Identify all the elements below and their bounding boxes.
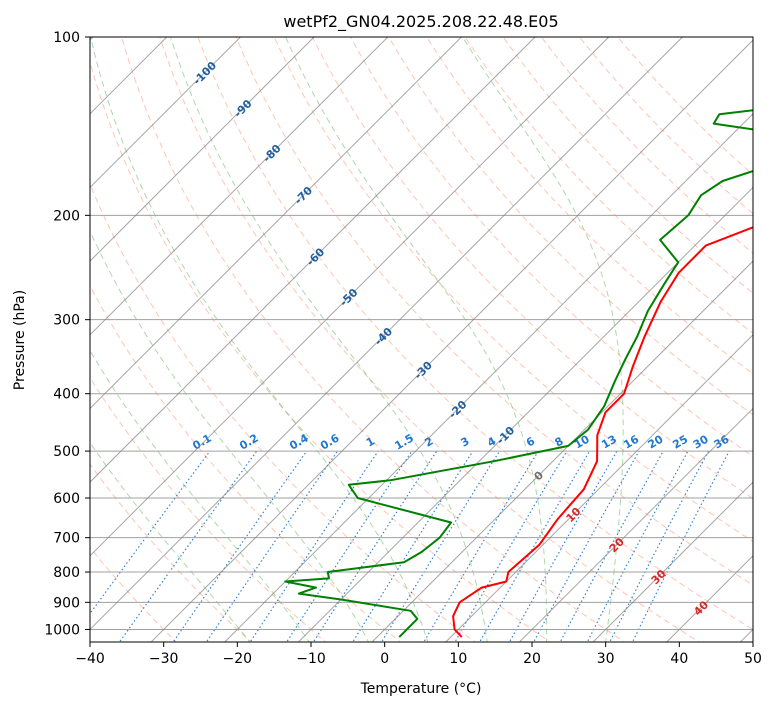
mixing-ratio-line	[454, 450, 568, 642]
y-tick-label: 400	[53, 387, 80, 403]
isotherm-line	[371, 260, 753, 642]
isotherm-line	[445, 334, 753, 642]
plot-frame	[89, 36, 754, 643]
y-tick-label: 800	[53, 565, 80, 581]
x-tick-label: 0	[380, 651, 389, 667]
dry-adiabat-line	[388, 37, 753, 416]
mixing-ratio-line	[249, 450, 379, 642]
isotherm-line	[150, 39, 753, 642]
x-tick-label: 50	[744, 651, 762, 667]
isotherm-line	[90, 37, 242, 189]
mixing-ratio-line	[172, 450, 308, 642]
dry-adiabat-line	[159, 37, 701, 642]
x-tick-label: −10	[296, 651, 326, 667]
moist-adiabat-line	[90, 229, 369, 642]
x-tick-label: 10	[449, 651, 467, 667]
dry-adiabat-line	[90, 284, 402, 642]
mixing-ratio-line	[559, 450, 664, 642]
isotherm-line	[592, 481, 753, 642]
dry-adiabat-line	[90, 376, 327, 642]
mixing-ratio-line	[118, 450, 258, 642]
mixing-ratio-line	[380, 450, 501, 642]
y-tick-label: 900	[53, 595, 80, 611]
y-tick-label: 600	[53, 491, 80, 507]
dry-adiabat-line	[616, 37, 753, 176]
mixing-ratio-line	[285, 450, 413, 642]
x-tick-label: −40	[75, 651, 105, 667]
isotherm-line	[90, 37, 389, 336]
y-tick-label: 100	[53, 30, 80, 46]
dry-adiabat-line	[311, 37, 753, 500]
mixing-ratio-line	[586, 450, 689, 642]
dewpoint-profile-line	[284, 109, 753, 638]
x-tick-label: −30	[149, 651, 179, 667]
y-axis-title: Pressure (hPa)	[12, 290, 28, 390]
isotherm-line	[90, 37, 315, 262]
mixing-ratio-line	[609, 450, 710, 642]
temperature-profile-line	[452, 226, 753, 638]
dry-adiabat-line	[90, 60, 551, 642]
x-tick-label: 20	[523, 651, 541, 667]
x-tick-label: 30	[597, 651, 615, 667]
dry-adiabat-line	[578, 37, 753, 215]
x-axis-title: Temperature (°C)	[360, 681, 482, 697]
x-tick-label: −20	[223, 651, 253, 667]
dry-adiabat-line	[121, 37, 626, 642]
dry-adiabat-line	[426, 37, 753, 375]
isotherm-line	[297, 186, 753, 642]
dry-adiabat-line	[90, 463, 252, 642]
isotherm-line	[90, 37, 463, 410]
isotherm-line	[90, 37, 536, 483]
y-tick-label: 200	[53, 208, 80, 224]
dry-adiabat-line	[350, 37, 753, 457]
dry-adiabat-line	[464, 37, 753, 334]
dry-adiabat-line	[90, 183, 476, 642]
isotherm-line	[518, 407, 753, 642]
isotherm-line	[90, 37, 610, 557]
y-tick-label: 300	[53, 313, 80, 329]
y-tick-label: 700	[53, 531, 80, 547]
chart-title: wetPf2_GN04.2025.208.22.48.E05	[283, 12, 558, 32]
dry-adiabat-line	[235, 37, 753, 586]
x-tick-label: 40	[670, 651, 688, 667]
isotherm-line	[90, 37, 684, 631]
mixing-ratio-line	[205, 450, 338, 642]
y-tick-label: 500	[53, 444, 80, 460]
mixing-ratio-line	[90, 450, 211, 615]
y-tick-label: 1000	[44, 622, 80, 638]
mixing-ratio-line	[312, 450, 438, 642]
